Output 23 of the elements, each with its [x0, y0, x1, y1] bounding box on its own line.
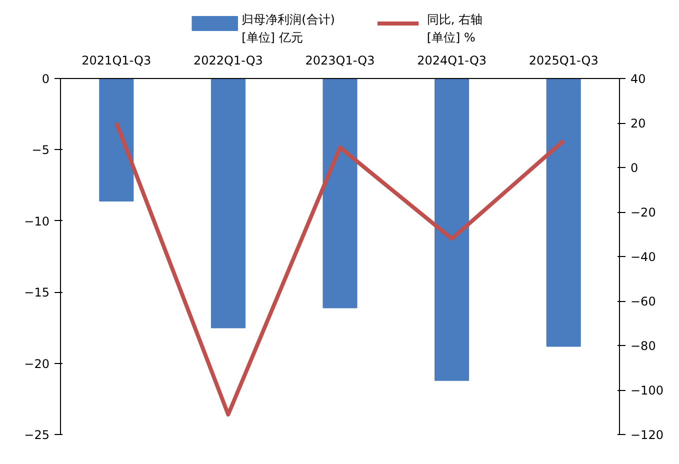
legend-label: 归母净利润(合计) [单位] 亿元 — [242, 12, 335, 45]
y2-tick-label: −40 — [630, 250, 656, 264]
y-tick-label: −10 — [24, 214, 50, 228]
y-tick-label: −15 — [24, 286, 50, 300]
y2-tick-label: −120 — [630, 428, 664, 442]
x-tick-label: 2025Q1-Q3 — [528, 54, 598, 68]
y-tick-label: −5 — [32, 143, 50, 158]
legend-label: 同比, 右轴 [单位] % — [426, 12, 482, 45]
y2-tick-label: −100 — [630, 384, 664, 398]
line-series — [114, 121, 566, 416]
y2-tick-label: −20 — [630, 206, 656, 220]
y2-tick-label: −60 — [630, 294, 656, 308]
y2-tick-label: 0 — [630, 161, 638, 175]
x-tick-label: 2024Q1-Q3 — [417, 54, 487, 68]
y2-tick-label: −80 — [630, 339, 656, 353]
y-tick-label: −25 — [24, 428, 50, 442]
x-tick-label: 2021Q1-Q3 — [82, 54, 152, 68]
y2-tick-label: 20 — [630, 116, 646, 130]
x-tick-label: 2022Q1-Q3 — [193, 54, 263, 68]
y-tick-label: 0 — [42, 72, 50, 86]
x-tick-label: 2023Q1-Q3 — [305, 54, 375, 68]
y-tick-label: −20 — [24, 356, 50, 371]
y2-tick-label: 40 — [630, 72, 646, 86]
